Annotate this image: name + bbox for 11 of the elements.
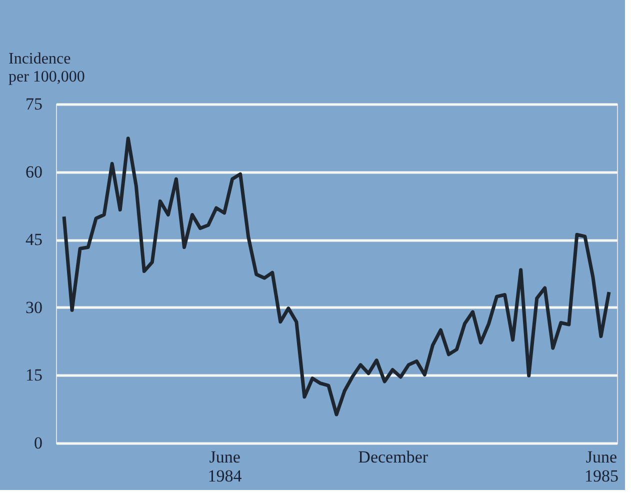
- y-tick-label: 45: [26, 230, 42, 250]
- x-tick-label: June 1984: [208, 448, 242, 486]
- y-axis-title: Incidence per 100,000: [8, 50, 85, 86]
- y-tick-label: 75: [26, 94, 42, 114]
- line-series: [62, 136, 611, 416]
- x-tick-label: June 1985: [584, 448, 618, 486]
- y-tick-label: 15: [26, 366, 42, 385]
- x-tick-label: December: [358, 448, 428, 466]
- y-tick-label: 30: [26, 298, 42, 317]
- y-tick-label: 0: [34, 434, 42, 452]
- y-tick-label: 60: [26, 162, 42, 182]
